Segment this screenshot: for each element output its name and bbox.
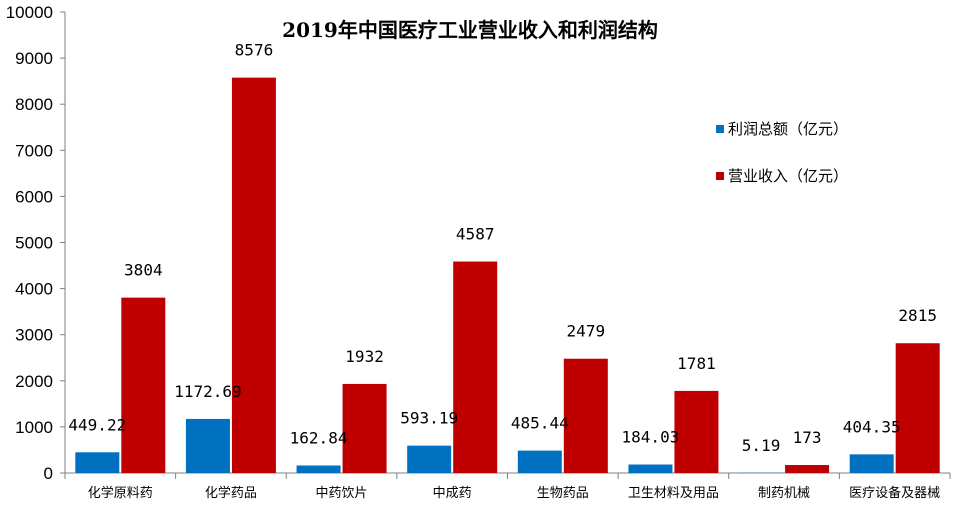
data-label: 404.35 xyxy=(843,417,901,436)
data-label: 449.22 xyxy=(68,415,126,434)
bar-profit xyxy=(517,450,562,473)
bar-revenue xyxy=(563,358,608,473)
y-tick-label: 10000 xyxy=(6,3,53,22)
x-tick-label: 生物药品 xyxy=(537,486,589,501)
y-tick-label: 4000 xyxy=(15,280,53,299)
x-tick-label: 中成药 xyxy=(433,486,472,501)
x-tick-label: 制药机械 xyxy=(758,486,810,501)
legend-label: 利润总额（亿元） xyxy=(728,120,848,138)
data-label: 2479 xyxy=(567,322,606,341)
legend-swatch xyxy=(716,125,724,133)
data-label: 3804 xyxy=(124,261,163,280)
data-label: 1932 xyxy=(345,347,384,366)
bar-profit xyxy=(296,465,341,473)
data-label: 173 xyxy=(793,428,822,447)
data-label: 8576 xyxy=(235,41,274,60)
data-label: 1781 xyxy=(677,354,716,373)
bars xyxy=(75,77,940,474)
legend: 利润总额（亿元） 营业收入（亿元） xyxy=(716,120,848,185)
bar-revenue xyxy=(895,343,940,473)
data-label: 4587 xyxy=(456,225,495,244)
y-tick-label: 8000 xyxy=(15,95,53,114)
y-tick-label: 1000 xyxy=(15,418,53,437)
bar-revenue xyxy=(121,297,166,473)
bar-profit xyxy=(628,464,673,473)
data-label: 593.19 xyxy=(400,409,458,428)
bar-revenue xyxy=(342,383,387,473)
y-tick-label: 7000 xyxy=(15,141,53,160)
x-tick-label: 化学原料药 xyxy=(88,485,153,501)
bar-profit xyxy=(75,452,120,473)
y-tick-label: 2000 xyxy=(15,372,53,391)
x-tick-label: 医疗设备及器械 xyxy=(849,485,940,501)
bar-revenue xyxy=(453,261,498,473)
data-label: 485.44 xyxy=(511,414,569,433)
legend-label: 营业收入（亿元） xyxy=(728,167,848,185)
bar-revenue xyxy=(674,390,719,473)
data-label: 1172.69 xyxy=(174,382,241,401)
axes: 0 1000 2000 3000 4000 5000 6000 7000 8000 9000 100… xyxy=(6,3,951,501)
data-label: 184.03 xyxy=(622,428,680,447)
data-label: 2815 xyxy=(898,306,937,325)
x-tick-label: 卫生材料及用品 xyxy=(628,486,719,501)
bar-profit xyxy=(185,418,230,473)
data-label: 5.19 xyxy=(742,436,781,455)
data-label: 162.84 xyxy=(290,428,348,447)
y-tick-label: 3000 xyxy=(15,326,53,345)
bar-revenue xyxy=(785,465,830,473)
y-tick-label: 5000 xyxy=(15,234,53,253)
bar-profit xyxy=(849,454,894,473)
bar-revenue xyxy=(231,77,276,474)
y-tick-label: 9000 xyxy=(15,49,53,68)
y-tick-label: 6000 xyxy=(15,187,53,206)
data-labels: 449.22 3804 1172.69 8576 162.84 1932 593.19 458… xyxy=(68,41,937,455)
chart-title: 2019年中国医疗工业营业收入和利润结构 xyxy=(282,18,658,42)
x-tick-label: 化学药品 xyxy=(205,485,257,501)
y-tick-label: 0 xyxy=(44,464,53,483)
bar-profit xyxy=(407,445,452,473)
legend-swatch xyxy=(716,172,724,180)
x-tick-label: 中药饮片 xyxy=(316,486,368,501)
